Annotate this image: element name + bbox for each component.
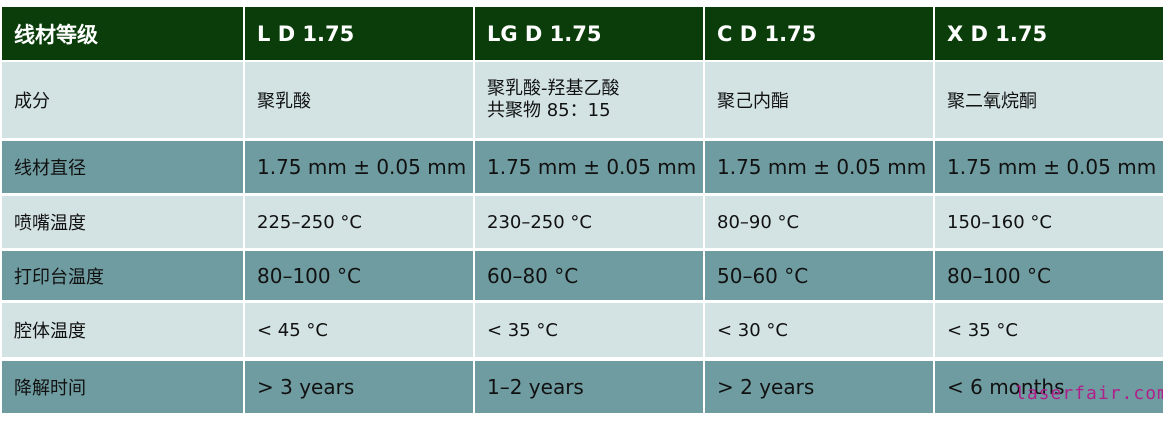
watermark: laserfair.com (1015, 383, 1163, 404)
row-label: 成分 (2, 62, 243, 138)
table-cell: 50–60 °C (705, 251, 933, 300)
table-cell: 1.75 mm ± 0.05 mm (245, 141, 473, 193)
table-cell: 1.75 mm ± 0.05 mm (935, 141, 1163, 193)
header-label: 线材等级 (2, 7, 243, 60)
row-label: 腔体温度 (2, 303, 243, 357)
table-cell: 1.75 mm ± 0.05 mm (475, 141, 703, 193)
header-grade-1: L D 1.75 (245, 7, 473, 60)
table-cell: > 2 years (705, 361, 933, 413)
table-cell: 150–160 °C (935, 196, 1163, 248)
table-cell: 80–90 °C (705, 196, 933, 248)
table-cell: 80–100 °C (245, 251, 473, 300)
table-cell: < 45 °C (245, 303, 473, 357)
table-cell: < 6 months (935, 361, 1163, 413)
row-label: 打印台温度 (2, 251, 243, 300)
table-cell: 聚二氧烷酮 (935, 62, 1163, 138)
header-grade-2: LG D 1.75 (475, 7, 703, 60)
header-grade-3: C D 1.75 (705, 7, 933, 60)
table-cell: < 35 °C (935, 303, 1163, 357)
table-cell: 225–250 °C (245, 196, 473, 248)
table-cell: 60–80 °C (475, 251, 703, 300)
table-cell: < 35 °C (475, 303, 703, 357)
table-cell: 1.75 mm ± 0.05 mm (705, 141, 933, 193)
header-grade-4: X D 1.75 (935, 7, 1163, 60)
table-cell: 80–100 °C (935, 251, 1163, 300)
row-label: 喷嘴温度 (2, 196, 243, 248)
table-cell: > 3 years (245, 361, 473, 413)
table-cell: 聚乳酸-羟基乙酸 共聚物 85：15 (475, 62, 703, 138)
row-label: 线材直径 (2, 141, 243, 193)
table-cell: 1–2 years (475, 361, 703, 413)
table-cell: 聚乳酸 (245, 62, 473, 138)
table-cell: 聚己内酯 (705, 62, 933, 138)
row-label: 降解时间 (2, 361, 243, 413)
table-cell: 230–250 °C (475, 196, 703, 248)
table-cell: < 30 °C (705, 303, 933, 357)
